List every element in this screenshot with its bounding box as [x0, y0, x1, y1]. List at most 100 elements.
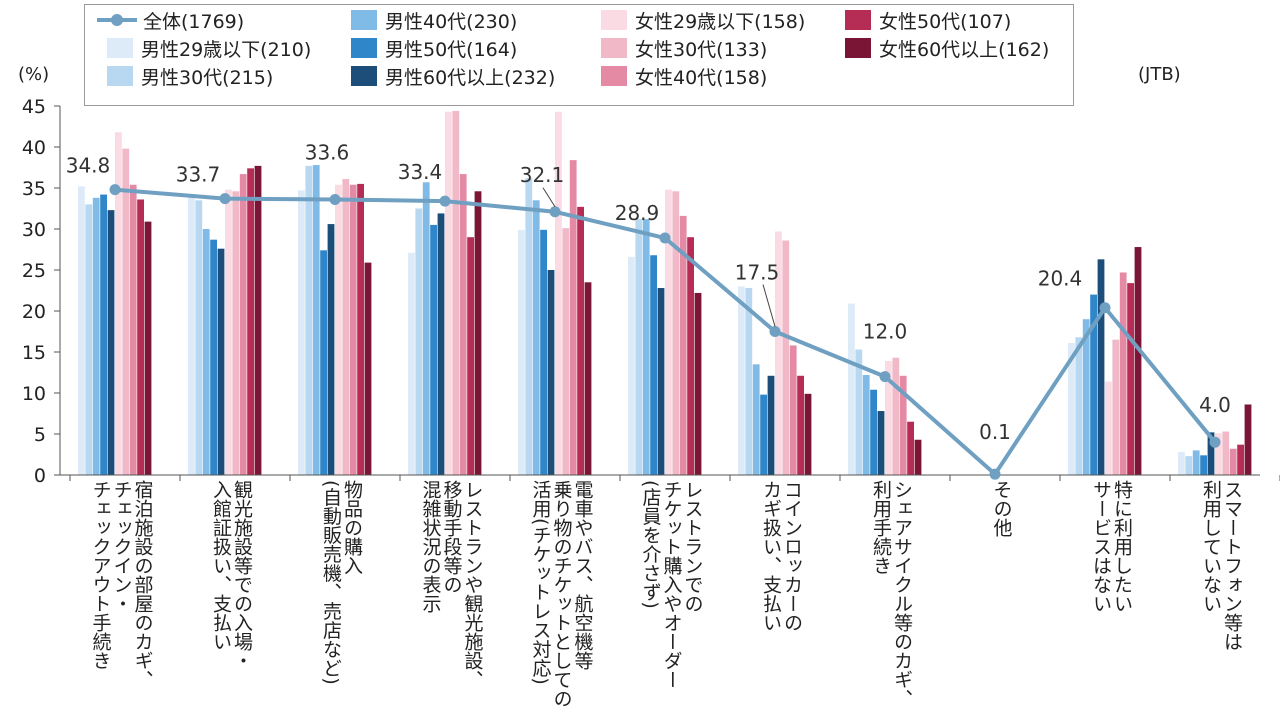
bar	[335, 184, 342, 475]
bar	[415, 208, 423, 475]
total-series-point	[769, 326, 781, 337]
legend-item-female-u29: 女性29歳以下(158)	[601, 8, 805, 33]
bar	[804, 393, 812, 475]
x-category-label: レストランでの チケット購入やオーダー (店員を介さず)	[639, 480, 704, 689]
legend-swatch	[601, 38, 627, 58]
legend-swatch	[845, 10, 871, 30]
bar	[349, 184, 357, 475]
x-category-label: 観光施設等での入場・ 入館証扱い、支払い	[210, 480, 253, 670]
legend-label: 女性40代(158)	[635, 66, 768, 89]
y-tick-label: 5	[34, 424, 46, 446]
bar	[1229, 448, 1237, 475]
bar	[1192, 450, 1200, 475]
legend-item-male-60plus: 男性60代以上(232)	[351, 64, 555, 89]
data-label: 12.0	[863, 320, 908, 344]
bar	[342, 178, 350, 476]
data-label-leader	[542, 187, 556, 208]
bar	[92, 197, 100, 475]
data-label: 33.7	[176, 163, 221, 187]
y-tick-label: 45	[22, 96, 46, 118]
y-tick-label: 15	[22, 342, 46, 364]
bar	[217, 248, 225, 475]
bar	[870, 389, 877, 475]
y-tick-label: 20	[22, 301, 46, 323]
legend-item-female-60plus: 女性60代以上(162)	[845, 36, 1049, 61]
legend-item-male-30s: 男性30代(215)	[107, 64, 273, 89]
bar	[752, 364, 760, 475]
bar	[1082, 319, 1090, 475]
bar	[584, 282, 592, 475]
bar	[547, 270, 555, 475]
y-axis-unit: (%)	[18, 64, 50, 85]
bar	[782, 240, 790, 475]
bar	[1127, 283, 1134, 475]
bar	[1134, 247, 1142, 475]
legend-item-female-30s: 女性30代(133)	[601, 36, 767, 61]
x-category-label: コインロッカーの カギ扱い、支払い	[760, 480, 803, 632]
bar	[738, 286, 745, 475]
bar	[239, 174, 247, 475]
bar	[445, 111, 452, 476]
y-tick-label: 30	[22, 219, 46, 241]
bar	[694, 292, 702, 475]
legend-swatch	[351, 38, 377, 58]
bar	[899, 375, 907, 475]
legend-item-female-40s: 女性40代(158)	[601, 64, 768, 89]
data-label: 32.1	[520, 163, 565, 187]
data-label-leader	[762, 284, 776, 327]
legend-item-female-50s: 女性50代(107)	[845, 8, 1011, 33]
legend-label: 全体(1769)	[143, 10, 245, 33]
data-label: 33.6	[305, 140, 350, 164]
data-label: 20.4	[1038, 267, 1083, 291]
data-label: 34.8	[66, 154, 111, 178]
bar	[628, 256, 635, 475]
data-label: 4.0	[1199, 393, 1231, 417]
bar	[855, 349, 863, 475]
x-category-label: スマートフォン等は 利用していない	[1200, 480, 1243, 651]
bar	[437, 213, 445, 476]
data-label: 17.5	[735, 261, 780, 285]
bar	[1097, 259, 1105, 475]
legend-item-total: 全体(1769)	[97, 8, 245, 33]
bar	[100, 194, 107, 475]
bar	[232, 191, 240, 475]
legend: 全体(1769) 男性29歳以下(210) 男性30代(215) 男性40代(2…	[84, 4, 1074, 106]
bar	[745, 288, 753, 475]
bar	[650, 255, 657, 475]
bar	[1237, 444, 1244, 475]
bar	[665, 189, 672, 475]
bar	[247, 168, 254, 475]
bar	[562, 228, 570, 475]
bar	[518, 229, 525, 475]
bar	[452, 110, 460, 476]
legend-swatch	[351, 66, 377, 86]
total-series-point	[879, 371, 891, 383]
legend-label: 男性29歳以下(210)	[141, 38, 312, 61]
bar	[78, 186, 85, 476]
bar	[312, 165, 320, 476]
bar	[422, 182, 430, 475]
bar	[907, 421, 914, 475]
bar	[760, 394, 767, 475]
bar	[569, 160, 577, 475]
x-category-label: 宿泊施設の部屋のカギ、 チェックイン・ チェックアウト手続き	[89, 480, 154, 689]
bar	[1068, 342, 1075, 475]
bar	[1244, 404, 1252, 475]
y-tick-label: 10	[22, 383, 46, 405]
bar	[657, 288, 665, 475]
bar	[357, 183, 364, 475]
legend-swatch	[601, 10, 627, 30]
data-label: 33.4	[398, 160, 443, 184]
bar	[1215, 433, 1222, 475]
bar	[789, 345, 797, 475]
bar	[1090, 294, 1097, 475]
bar	[848, 303, 855, 475]
legend-swatch	[351, 10, 377, 30]
legend-swatch	[601, 66, 627, 86]
bar	[775, 231, 782, 475]
bar	[459, 174, 467, 475]
bar	[672, 191, 680, 475]
source-label: (JTB)	[1138, 64, 1181, 85]
bar	[202, 229, 210, 475]
